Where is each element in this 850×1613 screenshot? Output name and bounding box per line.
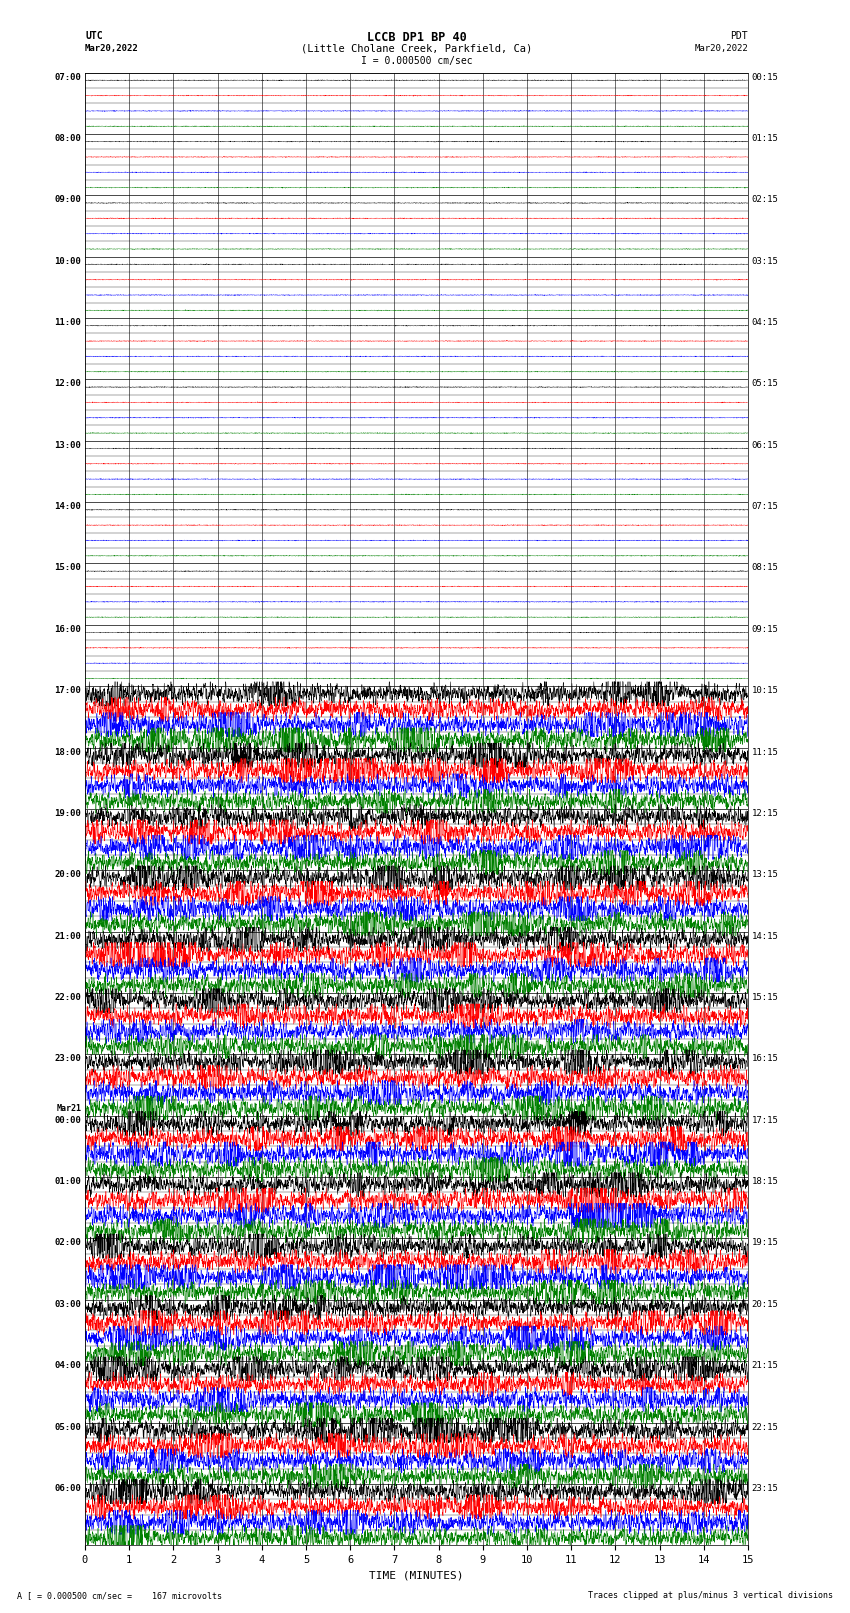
Text: 22:15: 22:15 [751,1423,779,1431]
Text: UTC: UTC [85,31,103,40]
Text: 16:00: 16:00 [54,624,82,634]
Text: 04:00: 04:00 [54,1361,82,1369]
Text: 01:00: 01:00 [54,1177,82,1186]
Text: 12:00: 12:00 [54,379,82,389]
Text: 08:15: 08:15 [751,563,779,573]
Text: 16:15: 16:15 [751,1055,779,1063]
Text: (Little Cholane Creek, Parkfield, Ca): (Little Cholane Creek, Parkfield, Ca) [301,44,532,53]
Text: 05:00: 05:00 [54,1423,82,1431]
Text: 18:00: 18:00 [54,747,82,756]
Text: LCCB DP1 BP 40: LCCB DP1 BP 40 [366,31,467,44]
Text: 12:15: 12:15 [751,810,779,818]
Text: Mar20,2022: Mar20,2022 [694,44,748,53]
Text: 06:15: 06:15 [751,440,779,450]
Text: 05:15: 05:15 [751,379,779,389]
Text: 21:15: 21:15 [751,1361,779,1369]
Text: 20:00: 20:00 [54,871,82,879]
Text: Mar20,2022: Mar20,2022 [85,44,139,53]
Text: 07:15: 07:15 [751,502,779,511]
Text: 00:00: 00:00 [54,1116,82,1124]
Text: 00:15: 00:15 [751,73,779,82]
Text: 15:15: 15:15 [751,994,779,1002]
X-axis label: TIME (MINUTES): TIME (MINUTES) [369,1571,464,1581]
Text: 08:00: 08:00 [54,134,82,144]
Text: 17:00: 17:00 [54,686,82,695]
Text: 10:00: 10:00 [54,256,82,266]
Text: PDT: PDT [730,31,748,40]
Text: 18:15: 18:15 [751,1177,779,1186]
Text: 23:15: 23:15 [751,1484,779,1494]
Text: 19:15: 19:15 [751,1239,779,1247]
Text: 14:15: 14:15 [751,932,779,940]
Text: 13:15: 13:15 [751,871,779,879]
Text: 09:15: 09:15 [751,624,779,634]
Text: 03:15: 03:15 [751,256,779,266]
Text: 07:00: 07:00 [54,73,82,82]
Text: 23:00: 23:00 [54,1055,82,1063]
Text: 19:00: 19:00 [54,810,82,818]
Text: Mar21: Mar21 [56,1103,82,1113]
Text: 09:00: 09:00 [54,195,82,205]
Text: 20:15: 20:15 [751,1300,779,1308]
Text: 13:00: 13:00 [54,440,82,450]
Text: A [ = 0.000500 cm/sec =    167 microvolts: A [ = 0.000500 cm/sec = 167 microvolts [17,1590,222,1600]
Text: I = 0.000500 cm/sec: I = 0.000500 cm/sec [360,56,473,66]
Text: 21:00: 21:00 [54,932,82,940]
Text: 02:00: 02:00 [54,1239,82,1247]
Text: 10:15: 10:15 [751,686,779,695]
Text: 11:15: 11:15 [751,747,779,756]
Text: 01:15: 01:15 [751,134,779,144]
Text: 14:00: 14:00 [54,502,82,511]
Text: 04:15: 04:15 [751,318,779,327]
Text: 17:15: 17:15 [751,1116,779,1124]
Text: Traces clipped at plus/minus 3 vertical divisions: Traces clipped at plus/minus 3 vertical … [588,1590,833,1600]
Text: 22:00: 22:00 [54,994,82,1002]
Text: 06:00: 06:00 [54,1484,82,1494]
Text: 03:00: 03:00 [54,1300,82,1308]
Text: 15:00: 15:00 [54,563,82,573]
Text: 11:00: 11:00 [54,318,82,327]
Text: 02:15: 02:15 [751,195,779,205]
